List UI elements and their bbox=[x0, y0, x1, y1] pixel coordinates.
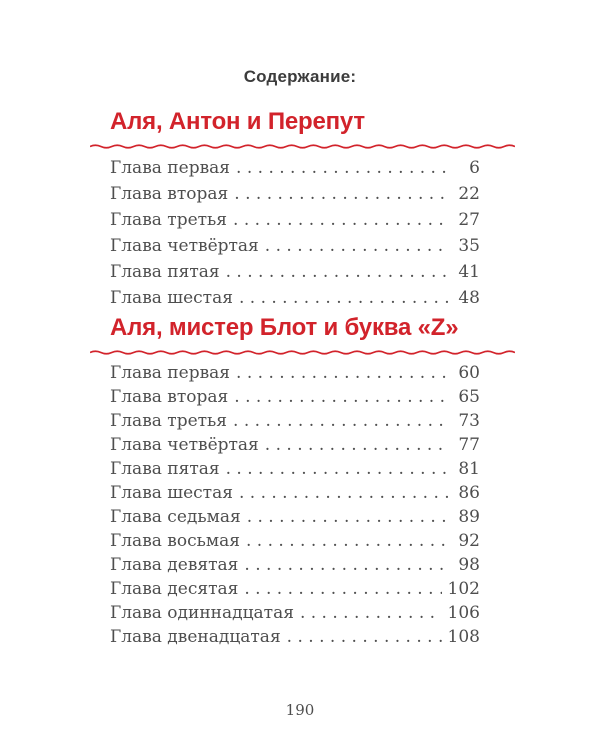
chapter-page-number: 60 bbox=[458, 363, 480, 383]
toc-row: Глава четвёртая 35 bbox=[110, 233, 480, 259]
dot-leader bbox=[234, 181, 448, 207]
chapter-page-number: 27 bbox=[458, 210, 480, 230]
chapter-page-number: 22 bbox=[458, 184, 480, 204]
dot-leader bbox=[236, 361, 448, 385]
chapter-page-number: 92 bbox=[458, 531, 480, 551]
toc-row: Глава четвёртая 77 bbox=[110, 433, 480, 457]
chapter-page-number: 35 bbox=[458, 236, 480, 256]
toc-row: Глава шестая 86 bbox=[110, 481, 480, 505]
chapter-label: Глава вторая bbox=[110, 387, 229, 407]
chapter-label: Глава двенадцатая bbox=[110, 627, 281, 647]
dot-leader bbox=[233, 207, 448, 233]
chapter-page-number: 48 bbox=[458, 288, 480, 308]
dot-leader bbox=[236, 155, 448, 181]
dot-leader bbox=[246, 529, 448, 553]
dot-leader bbox=[239, 285, 448, 311]
chapter-label: Глава третья bbox=[110, 411, 228, 431]
chapter-label: Глава одиннадцатая bbox=[110, 603, 294, 623]
chapter-page-number: 73 bbox=[458, 411, 480, 431]
chapter-label: Глава шестая bbox=[110, 288, 233, 308]
dot-leader bbox=[265, 233, 448, 259]
dot-leader bbox=[226, 457, 448, 481]
toc-row: Глава третья 27 bbox=[110, 207, 480, 233]
chapter-label: Глава десятая bbox=[110, 579, 239, 599]
wavy-underline-icon bbox=[90, 142, 515, 151]
toc-row: Глава первая 60 bbox=[110, 361, 480, 385]
toc-row: Глава пятая 41 bbox=[110, 259, 480, 285]
chapter-page-number: 89 bbox=[458, 507, 480, 527]
dot-leader bbox=[247, 505, 448, 529]
toc-row: Глава вторая 22 bbox=[110, 181, 480, 207]
dot-leader bbox=[244, 553, 448, 577]
chapter-page-number: 65 bbox=[458, 387, 480, 407]
section-heading-2: Аля, мистер Блот и буква «Z» bbox=[110, 314, 459, 341]
chapter-label: Глава четвёртая bbox=[110, 435, 259, 455]
chapter-page-number: 81 bbox=[458, 459, 480, 479]
toc-row: Глава первая 6 bbox=[110, 155, 480, 181]
toc-title: Содержание: bbox=[243, 67, 357, 86]
page-folio: 190 bbox=[285, 701, 315, 719]
chapter-label: Глава пятая bbox=[110, 459, 220, 479]
chapter-label: Глава четвёртая bbox=[110, 236, 259, 256]
chapter-label: Глава первая bbox=[110, 158, 231, 178]
toc-list-section-2: Глава первая 60 Глава вторая 65 Глава тр… bbox=[110, 361, 480, 649]
dot-leader bbox=[233, 409, 448, 433]
chapter-label: Глава пятая bbox=[110, 262, 220, 282]
toc-row: Глава шестая 48 bbox=[110, 285, 480, 311]
toc-row: Глава седьмая 89 bbox=[110, 505, 480, 529]
chapter-label: Глава восьмая bbox=[110, 531, 240, 551]
toc-row: Глава двенадцатая 108 bbox=[110, 625, 480, 649]
toc-row: Глава восьмая 92 bbox=[110, 529, 480, 553]
toc-row: Глава третья 73 bbox=[110, 409, 480, 433]
section-heading-1: Аля, Антон и Перепут bbox=[110, 108, 365, 135]
chapter-page-number: 102 bbox=[447, 579, 480, 599]
dot-leader bbox=[234, 385, 448, 409]
chapter-page-number: 106 bbox=[447, 603, 480, 623]
chapter-label: Глава первая bbox=[110, 363, 231, 383]
chapter-page-number: 98 bbox=[458, 555, 480, 575]
wavy-underline-icon bbox=[90, 348, 515, 357]
chapter-page-number: 86 bbox=[458, 483, 480, 503]
chapter-label: Глава седьмая bbox=[110, 507, 241, 527]
chapter-page-number: 6 bbox=[469, 158, 480, 178]
toc-list-section-1: Глава первая 6 Глава вторая 22 Глава тре… bbox=[110, 155, 480, 311]
chapter-page-number: 41 bbox=[458, 262, 480, 282]
chapter-label: Глава девятая bbox=[110, 555, 239, 575]
dot-leader bbox=[287, 625, 442, 649]
toc-row: Глава девятая 98 bbox=[110, 553, 480, 577]
chapter-page-number: 77 bbox=[458, 435, 480, 455]
chapter-page-number: 108 bbox=[447, 627, 480, 647]
toc-row: Глава десятая 102 bbox=[110, 577, 480, 601]
dot-leader bbox=[244, 577, 441, 601]
chapter-label: Глава шестая bbox=[110, 483, 233, 503]
dot-leader bbox=[239, 481, 448, 505]
dot-leader bbox=[226, 259, 448, 285]
dot-leader bbox=[300, 601, 442, 625]
dot-leader bbox=[265, 433, 448, 457]
toc-row: Глава пятая 81 bbox=[110, 457, 480, 481]
chapter-label: Глава вторая bbox=[110, 184, 229, 204]
chapter-label: Глава третья bbox=[110, 210, 228, 230]
toc-row: Глава одиннадцатая 106 bbox=[110, 601, 480, 625]
toc-row: Глава вторая 65 bbox=[110, 385, 480, 409]
